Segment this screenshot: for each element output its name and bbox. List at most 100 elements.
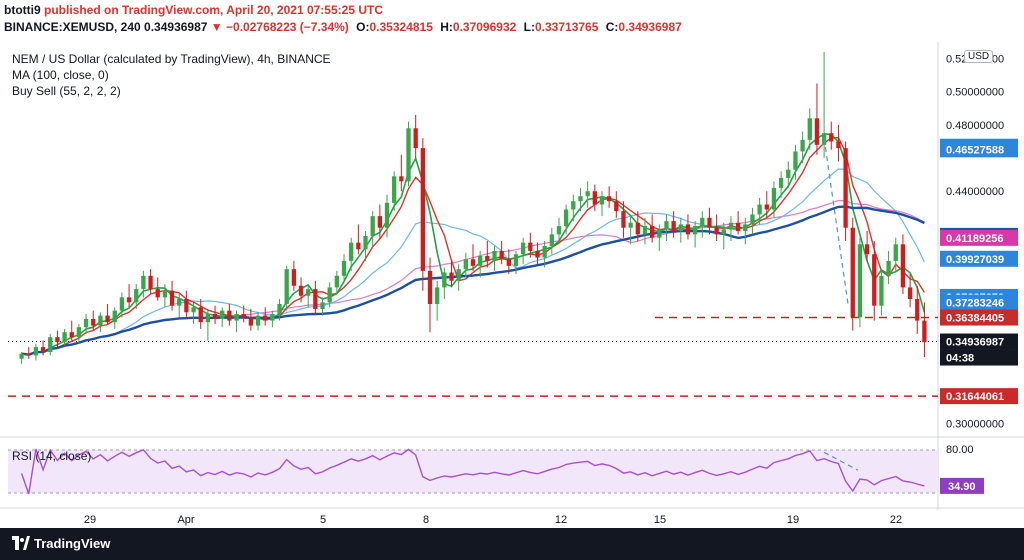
candle-body (513, 254, 519, 266)
candle-body (671, 221, 676, 232)
chart-title: NEM / US Dollar (calculated by TradingVi… (12, 52, 331, 66)
candle-body (478, 255, 483, 266)
candle (227, 304, 232, 326)
buysell-legend: Buy Sell (55, 2, 2, 2) (12, 84, 121, 98)
x-tick-label: 5 (320, 514, 326, 526)
candle-body (700, 217, 705, 227)
candle (26, 347, 31, 359)
candle-body (26, 353, 31, 356)
price-label-text: 0.41189256 (946, 233, 1004, 245)
candle-body (184, 299, 189, 313)
candle (141, 270, 146, 298)
candle (478, 250, 483, 278)
candle (420, 138, 425, 291)
candle (786, 161, 791, 188)
candle (485, 240, 490, 268)
candle (750, 207, 755, 235)
candle (370, 211, 375, 248)
candle-body (864, 244, 870, 255)
candle-body (327, 287, 332, 303)
candle (606, 186, 612, 208)
rsi-line (20, 448, 925, 495)
candle-body (872, 254, 877, 306)
candle (628, 214, 633, 245)
candle-body (764, 204, 769, 210)
candle-body (915, 299, 920, 321)
candle (341, 254, 347, 283)
x-tick-label: 29 (84, 514, 96, 526)
price-label-bg (940, 229, 1018, 246)
candle-body (55, 337, 60, 343)
candle (635, 211, 640, 241)
price-label: 0.41189256 (940, 229, 1018, 246)
candle (807, 108, 812, 150)
candle-body (76, 327, 82, 338)
candle (542, 240, 547, 268)
price-label-bg (940, 309, 1018, 326)
price-chart[interactable]: 0.520000000.500000000.480000000.44000000… (0, 0, 1024, 528)
rsi-band (8, 450, 938, 493)
candle-body (728, 222, 734, 230)
candle-body (334, 275, 340, 288)
candle (907, 274, 913, 308)
candle (306, 284, 311, 308)
candle (62, 328, 67, 346)
candle-body (356, 242, 361, 250)
candle (671, 211, 676, 238)
low-label: L: (523, 20, 535, 34)
candle (621, 201, 626, 238)
candle (449, 260, 454, 288)
candle-body (771, 187, 777, 210)
rsi-value-text: 34.90 (948, 481, 976, 493)
candle (363, 231, 368, 261)
candle (649, 214, 655, 243)
candle (69, 320, 74, 341)
candle (900, 234, 906, 295)
price-label-text: 0.46527588 (946, 144, 1004, 156)
high-value: 0.37096932 (452, 20, 517, 34)
candle (829, 121, 834, 150)
candle (320, 297, 325, 316)
close-label: C: (605, 20, 619, 34)
candle (119, 292, 125, 318)
candle-body (836, 141, 841, 149)
candle (592, 184, 597, 212)
price-label: 0.36384405 (940, 309, 1018, 326)
candle-body (556, 226, 562, 235)
candle (549, 227, 554, 255)
candle (857, 237, 863, 328)
candle-body (255, 315, 261, 326)
candle (263, 307, 268, 326)
high-label: H: (440, 20, 453, 34)
candle-body (384, 202, 390, 228)
candle-body (535, 250, 540, 258)
rsi-value-label: 34.90 (940, 477, 984, 494)
candle-body (578, 196, 583, 202)
price-label: 0.46527588 (940, 141, 1018, 158)
candle-body (227, 310, 232, 321)
ma-legend: MA (100, close, 0) (12, 68, 109, 82)
candle-body (886, 260, 891, 276)
candle (155, 277, 160, 301)
candle (248, 308, 254, 331)
currency-button[interactable]: USD (964, 50, 994, 63)
candle (499, 240, 504, 265)
candle (19, 352, 24, 364)
candle-body (377, 216, 382, 228)
x-tick-label: 19 (787, 514, 799, 526)
candle (377, 204, 382, 240)
candle-body (277, 304, 282, 314)
footer-brand: TradingView (34, 536, 111, 551)
change-value: −0.02768223 (−7.34%) (226, 20, 349, 34)
rsi-trend-line (823, 451, 859, 471)
candle (915, 285, 920, 334)
x-tick-label: Apr (177, 514, 194, 526)
candle (220, 307, 225, 328)
candle-body (134, 289, 139, 303)
candle-body (320, 302, 325, 309)
candle-body (692, 226, 698, 235)
candle (599, 191, 605, 217)
candle-body (642, 226, 648, 235)
candle-body (406, 128, 411, 182)
candle-body (126, 297, 132, 303)
